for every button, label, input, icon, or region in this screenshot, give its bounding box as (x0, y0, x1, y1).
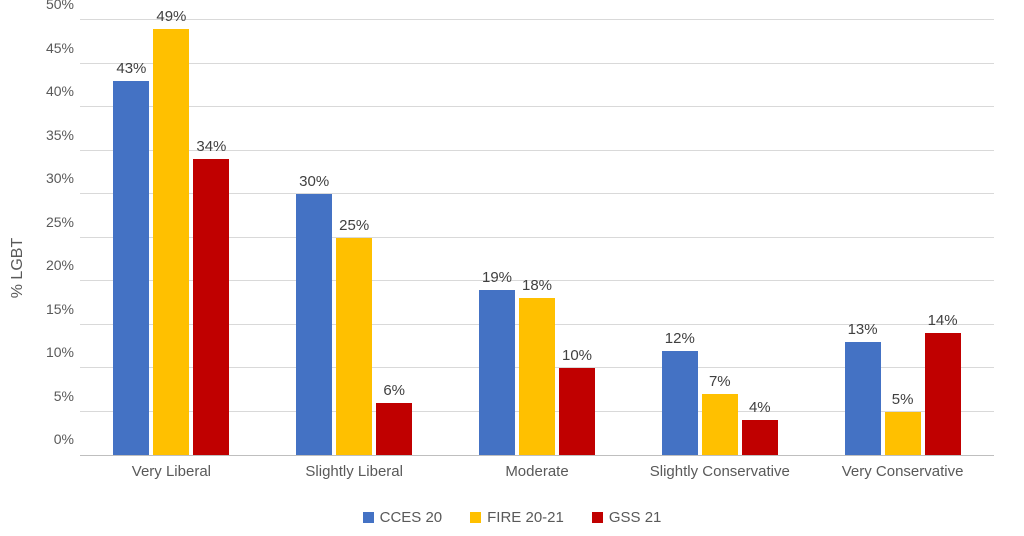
plot-area: 0%5%10%15%20%25%30%35%40%45%50%43%49%34%… (80, 20, 994, 456)
bar: 18% (519, 298, 555, 455)
bar-value-label: 25% (324, 217, 384, 234)
bar: 14% (925, 333, 961, 455)
bar-value-label: 49% (141, 8, 201, 25)
bar: 6% (376, 403, 412, 455)
bar: 34% (193, 159, 229, 455)
bar: 19% (479, 290, 515, 455)
y-tick-label: 15% (30, 301, 74, 317)
y-tick-label: 0% (30, 431, 74, 447)
y-tick-label: 5% (30, 388, 74, 404)
bar-value-label: 30% (284, 173, 344, 190)
x-tick-label: Slightly Conservative (650, 463, 790, 480)
y-tick-label: 20% (30, 257, 74, 273)
bar: 10% (559, 368, 595, 455)
grid-line (80, 63, 994, 64)
legend-label: GSS 21 (609, 509, 662, 526)
y-tick-label: 50% (30, 0, 74, 12)
bar-value-label: 43% (101, 60, 161, 77)
x-tick-label: Slightly Liberal (305, 463, 403, 480)
legend-item: GSS 21 (592, 509, 662, 526)
x-tick-label: Moderate (505, 463, 568, 480)
bar: 43% (113, 81, 149, 455)
legend-label: CCES 20 (380, 509, 443, 526)
bar-value-label: 12% (650, 330, 710, 347)
y-tick-label: 30% (30, 170, 74, 186)
bar-value-label: 7% (690, 373, 750, 390)
y-tick-label: 10% (30, 344, 74, 360)
chart-container: % LGBT 0% 5% 10% 15% 20% 25% 30% 35% 40% 45% 50% 43… (0, 0, 1024, 536)
legend-item: CCES 20 (363, 509, 443, 526)
bar-value-label: 10% (547, 347, 607, 364)
grid-line (80, 19, 994, 20)
y-tick-label: 45% (30, 40, 74, 56)
y-tick-label: 40% (30, 83, 74, 99)
x-tick-label: Very Liberal (132, 463, 211, 480)
bar: 25% (336, 238, 372, 456)
y-tick-label: 35% (30, 127, 74, 143)
legend-item: FIRE 20-21 (470, 509, 564, 526)
bar: 49% (153, 29, 189, 455)
bar: 5% (885, 412, 921, 456)
grid-line (80, 106, 994, 107)
bar-value-label: 6% (364, 382, 424, 399)
bar-value-label: 5% (873, 391, 933, 408)
legend: CCES 20 FIRE 20-21 GSS 21 (0, 509, 1024, 526)
bar-value-label: 18% (507, 277, 567, 294)
bar-value-label: 34% (181, 138, 241, 155)
legend-label: FIRE 20-21 (487, 509, 564, 526)
bar-value-label: 14% (913, 312, 973, 329)
bar: 4% (742, 420, 778, 455)
bar: 12% (662, 351, 698, 455)
legend-swatch (363, 512, 374, 523)
bar-value-label: 13% (833, 321, 893, 338)
legend-swatch (470, 512, 481, 523)
x-tick-label: Very Conservative (842, 463, 964, 480)
bar-value-label: 4% (730, 399, 790, 416)
y-axis-title: % LGBT (9, 238, 27, 298)
legend-swatch (592, 512, 603, 523)
y-tick-label: 25% (30, 214, 74, 230)
